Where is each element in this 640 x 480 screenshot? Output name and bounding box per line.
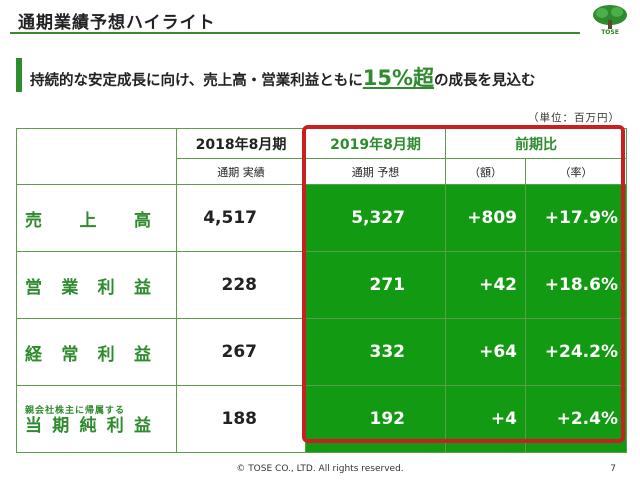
cell-forecast: 332 bbox=[305, 318, 446, 386]
row-label-ordinary-income: 経常利益 bbox=[16, 318, 177, 386]
page-title: 通期業績予想ハイライト bbox=[18, 13, 216, 33]
col-forecast-sub: 通期 予想 bbox=[305, 158, 446, 185]
tree-logo-icon bbox=[593, 5, 627, 29]
headline-emphasis: 15%超 bbox=[362, 66, 435, 90]
headline-pre: 持続的な安定成長に向け、売上高・営業利益ともに bbox=[30, 73, 363, 89]
unit-note: （単位：百万円） bbox=[528, 112, 620, 124]
cell-forecast: 5,327 bbox=[305, 184, 446, 252]
cell-actual: 267 bbox=[176, 318, 306, 386]
col-forecast-year: 2019年8月期 bbox=[305, 128, 446, 159]
cell-actual: 228 bbox=[176, 251, 306, 319]
row-label-net-income: 親会社株主に帰属する 当期純利益 bbox=[16, 385, 177, 453]
table-row: 経常利益 267 332 +64 +24.2% bbox=[16, 318, 627, 386]
row-label-sales: 売上高 bbox=[16, 184, 177, 252]
copyright-footer: © TOSE CO., LTD. All rights reserved. bbox=[236, 464, 404, 474]
col-rate-sub: （率） bbox=[525, 158, 627, 185]
headline: 持続的な安定成長に向け、売上高・営業利益ともに15%超の成長を見込む bbox=[30, 62, 536, 92]
title-divider bbox=[10, 32, 580, 34]
table-row: 親会社株主に帰属する 当期純利益 188 192 +4 +2.4% bbox=[16, 385, 627, 453]
cell-forecast: 192 bbox=[305, 385, 446, 453]
col-actual-sub: 通期 実績 bbox=[176, 158, 306, 185]
headline-post: の成長を見込む bbox=[434, 73, 536, 89]
headline-accent-bar bbox=[16, 58, 22, 92]
cell-forecast: 271 bbox=[305, 251, 446, 319]
header-corner bbox=[16, 128, 177, 185]
title-bar: 通期業績予想ハイライト TOSE bbox=[0, 0, 640, 36]
page-number: 7 bbox=[610, 464, 616, 474]
logo-text: TOSE bbox=[601, 29, 619, 36]
cell-rate: +24.2% bbox=[525, 318, 627, 386]
tose-logo: TOSE bbox=[590, 4, 630, 36]
cell-actual: 188 bbox=[176, 385, 306, 453]
cell-rate: +2.4% bbox=[525, 385, 627, 453]
cell-diff: +64 bbox=[445, 318, 526, 386]
col-actual-year: 2018年8月期 bbox=[176, 128, 306, 159]
cell-rate: +17.9% bbox=[525, 184, 627, 252]
cell-rate: +18.6% bbox=[525, 251, 627, 319]
header-row-top: 2018年8月期 2019年8月期 前期比 bbox=[16, 128, 627, 185]
forecast-table: 2018年8月期 2019年8月期 前期比 通期 実績 通期 予想 （額） （率… bbox=[16, 128, 627, 453]
cell-actual: 4,517 bbox=[176, 184, 306, 252]
table-row: 営業利益 228 271 +42 +18.6% bbox=[16, 251, 627, 319]
table-row: 売上高 4,517 5,327 +809 +17.9% bbox=[16, 184, 627, 252]
header-row-sub: 通期 実績 通期 予想 （額） （率） bbox=[17, 158, 627, 185]
cell-diff: +809 bbox=[445, 184, 526, 252]
col-yoy: 前期比 bbox=[445, 128, 627, 159]
cell-diff: +4 bbox=[445, 385, 526, 453]
row-label-operating-income: 営業利益 bbox=[16, 251, 177, 319]
col-diff-sub: （額） bbox=[445, 158, 526, 185]
cell-diff: +42 bbox=[445, 251, 526, 319]
